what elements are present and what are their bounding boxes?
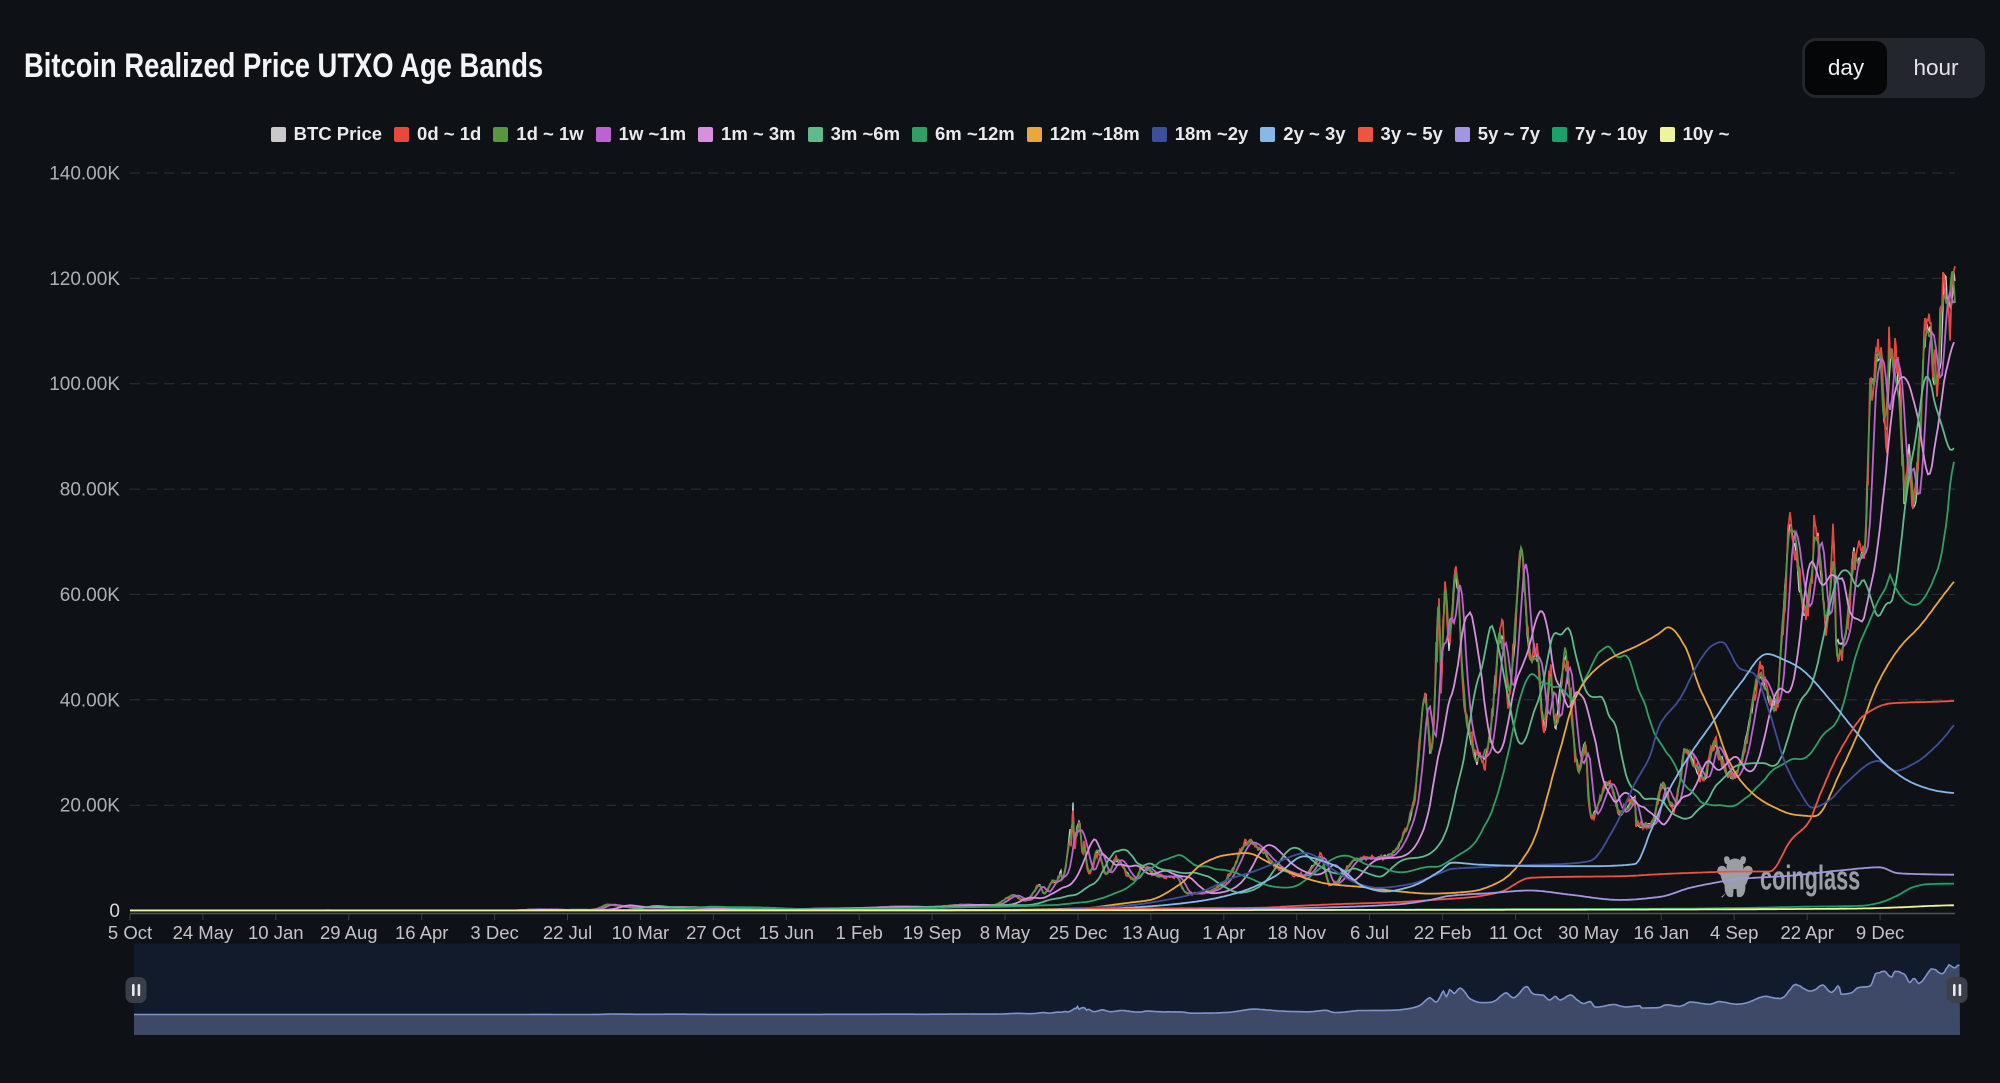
svg-text:4 Sep: 4 Sep: [1710, 922, 1758, 943]
svg-text:11 Oct: 11 Oct: [1489, 922, 1542, 943]
svg-text:40.00K: 40.00K: [60, 690, 121, 711]
svg-text:coinglass: coinglass: [1760, 860, 1860, 898]
svg-text:20.00K: 20.00K: [60, 796, 121, 817]
svg-text:22 Jul: 22 Jul: [543, 922, 592, 943]
svg-text:6 Jul: 6 Jul: [1350, 922, 1389, 943]
svg-text:10 Jan: 10 Jan: [248, 922, 304, 943]
svg-text:8 May: 8 May: [980, 922, 1031, 943]
svg-text:24 May: 24 May: [173, 922, 234, 943]
svg-text:15 Jun: 15 Jun: [759, 922, 815, 943]
svg-text:1 Feb: 1 Feb: [836, 922, 883, 943]
svg-text:16 Jan: 16 Jan: [1634, 922, 1690, 943]
svg-text:120.00K: 120.00K: [49, 269, 120, 290]
svg-text:60.00K: 60.00K: [60, 585, 121, 606]
svg-text:25 Dec: 25 Dec: [1049, 922, 1108, 943]
svg-text:30 May: 30 May: [1558, 922, 1619, 943]
svg-text:18 Nov: 18 Nov: [1267, 922, 1326, 943]
svg-text:10 Mar: 10 Mar: [612, 922, 670, 943]
svg-text:13 Aug: 13 Aug: [1122, 922, 1180, 943]
svg-text:3 Dec: 3 Dec: [470, 922, 518, 943]
svg-text:16 Apr: 16 Apr: [395, 922, 449, 943]
svg-text:22 Feb: 22 Feb: [1414, 922, 1472, 943]
svg-text:19 Sep: 19 Sep: [903, 922, 962, 943]
svg-text:100.00K: 100.00K: [49, 374, 120, 395]
svg-text:5 Oct: 5 Oct: [108, 922, 152, 943]
svg-text:1 Apr: 1 Apr: [1202, 922, 1245, 943]
svg-text:29 Aug: 29 Aug: [320, 922, 378, 943]
svg-text:140.00K: 140.00K: [49, 164, 120, 185]
svg-text:9 Dec: 9 Dec: [1856, 922, 1904, 943]
svg-text:80.00K: 80.00K: [60, 480, 121, 501]
svg-text:0: 0: [109, 901, 120, 922]
svg-text:22 Apr: 22 Apr: [1780, 922, 1834, 943]
svg-text:27 Oct: 27 Oct: [686, 922, 741, 943]
